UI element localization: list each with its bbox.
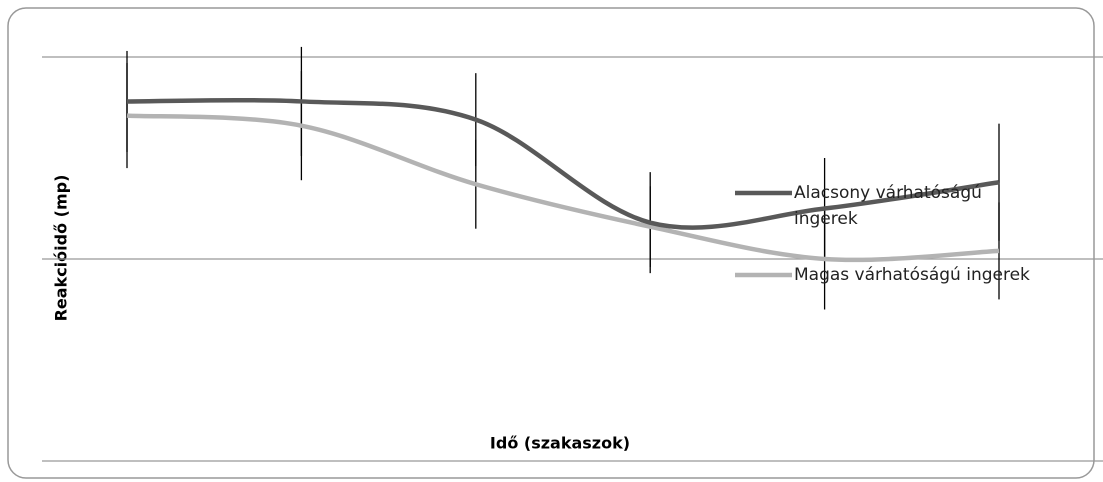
y-axis-title: Reakcióidő (mp) bbox=[52, 175, 71, 322]
series-line bbox=[126, 97, 1000, 230]
legend-label: Alacsony várhatóságú ingerek bbox=[794, 183, 982, 229]
series-line bbox=[126, 113, 1000, 263]
frame bbox=[7, 7, 1095, 479]
legend-label: Magas várhatóságú ingerek bbox=[794, 265, 1030, 285]
x-axis-title: Idő (szakaszok) bbox=[490, 434, 630, 453]
